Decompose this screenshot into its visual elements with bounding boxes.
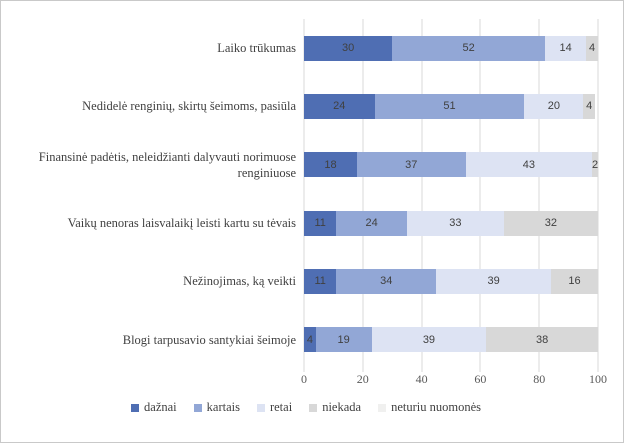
legend-label: retai xyxy=(269,400,293,414)
x-tick-label: 80 xyxy=(533,372,546,386)
bar-segment: 2 xyxy=(591,152,599,178)
bar-segment: 4 xyxy=(304,327,316,353)
legend-item: dažnai xyxy=(131,400,177,415)
x-tick-label: 40 xyxy=(415,372,428,386)
bar-segment: 4 xyxy=(583,93,596,119)
bar-segment: 32 xyxy=(503,210,598,236)
bar-segment-value: 30 xyxy=(341,42,355,55)
legend-item: neturiu nuomonės xyxy=(378,400,481,415)
bar-segment: 52 xyxy=(392,35,546,61)
legend-label: neturiu nuomonės xyxy=(391,400,481,414)
bar-segment-value: 19 xyxy=(337,333,350,346)
category-label: Blogi tarpusavio santykiai šeimoje xyxy=(122,332,296,347)
bar-segment-value: 38 xyxy=(536,333,549,346)
bar-segment: 39 xyxy=(371,327,487,353)
bar-segment: 30 xyxy=(304,35,393,61)
category-label: Vaikų nenoras laisvalaikį leisti kartu s… xyxy=(67,216,296,231)
gridline xyxy=(538,19,540,372)
category-label: Laiko trūkumas xyxy=(217,41,296,56)
chart-row: Vaikų nenoras laisvalaikį leisti kartu s… xyxy=(1,194,598,252)
bar-segment-value: 2 xyxy=(591,158,599,171)
bar-segment-value: 4 xyxy=(589,42,596,55)
stacked-bar: 30 52 14 4 xyxy=(304,35,598,61)
legend-item: kartais xyxy=(193,400,240,415)
stacked-bar: 4 19 39 38 xyxy=(304,327,598,353)
category-label: Nedidelė renginių, skirtų šeimoms, pasiū… xyxy=(82,99,296,114)
legend-label: niekada xyxy=(322,400,362,414)
gridline xyxy=(597,19,599,372)
bar-segment: 39 xyxy=(436,268,551,294)
bar-segment-value: 43 xyxy=(522,158,535,171)
bar-segment-value: 4 xyxy=(306,333,313,346)
bar-segment: 18 xyxy=(304,152,357,178)
bar-segment: 24 xyxy=(304,93,375,119)
legend-item: niekada xyxy=(309,400,361,415)
gridline xyxy=(421,19,423,372)
bar-segment: 11 xyxy=(304,268,337,294)
x-axis: 0 20 40 60 80 100 xyxy=(301,372,607,388)
bar-segment-value: 34 xyxy=(380,275,393,288)
chart-legend: dažnai kartais retai niekada neturiu nuomonė… xyxy=(1,400,611,415)
bar-segment-value: 39 xyxy=(422,333,436,346)
bar-segment-value: 20 xyxy=(547,100,560,113)
bar-segment: 43 xyxy=(465,152,593,178)
chart-rows: Laiko trūkumas 30 52 14 4 Nedidelė renginių, … xyxy=(1,19,598,369)
category-label: Finansinė padėtis, neleidžianti dalyvaut… xyxy=(38,149,296,180)
bar-segment: 20 xyxy=(524,93,584,119)
bar-segment: 4 xyxy=(586,35,598,61)
bar-segment-value: 32 xyxy=(544,217,558,230)
x-tick-label: 100 xyxy=(589,372,607,386)
x-tick-label: 20 xyxy=(356,372,369,386)
bar-segment-value: 33 xyxy=(449,217,462,230)
stacked-bar: 24 51 20 4 xyxy=(304,93,598,119)
bar-segment: 14 xyxy=(545,35,587,61)
legend-item: retai xyxy=(256,400,293,415)
bar-segment: 24 xyxy=(336,210,407,236)
bar-segment-value: 16 xyxy=(568,275,581,288)
gridline xyxy=(303,19,305,372)
legend-marker xyxy=(378,403,387,412)
bar-segment-value: 4 xyxy=(586,100,593,113)
bar-segment: 33 xyxy=(406,210,504,236)
stacked-bar: 11 34 39 16 xyxy=(304,268,598,294)
bar-segment: 38 xyxy=(486,327,598,353)
bar-segment-value: 52 xyxy=(462,42,475,55)
chart-row: Nedidelė renginių, skirtų šeimoms, pasiū… xyxy=(1,77,598,135)
bar-segment-value: 11 xyxy=(314,217,326,230)
bar-segment: 34 xyxy=(336,268,437,294)
bar-segment-value: 24 xyxy=(365,217,378,230)
bar-segment-value: 11 xyxy=(314,275,326,288)
stacked-bar: 18 37 43 2 xyxy=(304,152,599,178)
x-tick-label: 0 xyxy=(301,372,307,386)
chart-grid xyxy=(303,19,599,372)
bar-segment-value: 24 xyxy=(333,100,346,113)
bar-segment: 51 xyxy=(374,93,525,119)
legend-marker xyxy=(131,403,140,412)
gridline xyxy=(479,19,481,372)
bar-segment: 37 xyxy=(356,152,466,178)
stacked-bar: 11 24 33 32 xyxy=(304,210,598,236)
legend-label: kartais xyxy=(206,400,240,414)
chart-row: Laiko trūkumas 30 52 14 4 xyxy=(1,19,598,77)
x-tick-label: 60 xyxy=(474,372,487,386)
gridline xyxy=(362,19,364,372)
category-label: Nežinojimas, ką veikti xyxy=(183,274,296,289)
legend-marker xyxy=(256,403,265,412)
bar-segment: 16 xyxy=(550,268,598,294)
bar-segment-value: 18 xyxy=(324,158,337,171)
bar-segment-value: 37 xyxy=(405,158,418,171)
chart-row: Blogi tarpusavio santykiai šeimoje 4 19 39 3… xyxy=(1,311,598,369)
bar-segment-value: 14 xyxy=(559,42,572,55)
chart-row: Nežinojimas, ką veikti 11 34 39 16 xyxy=(1,252,598,310)
legend-marker xyxy=(309,403,318,412)
legend-label: dažnai xyxy=(144,400,177,414)
bar-segment-value: 51 xyxy=(443,100,456,113)
bar-segment: 11 xyxy=(304,210,337,236)
bar-segment: 19 xyxy=(315,327,372,353)
bar-segment-value: 39 xyxy=(487,275,500,288)
chart-row: Finansinė padėtis, neleidžianti dalyvaut… xyxy=(1,136,598,194)
legend-marker xyxy=(193,403,202,412)
